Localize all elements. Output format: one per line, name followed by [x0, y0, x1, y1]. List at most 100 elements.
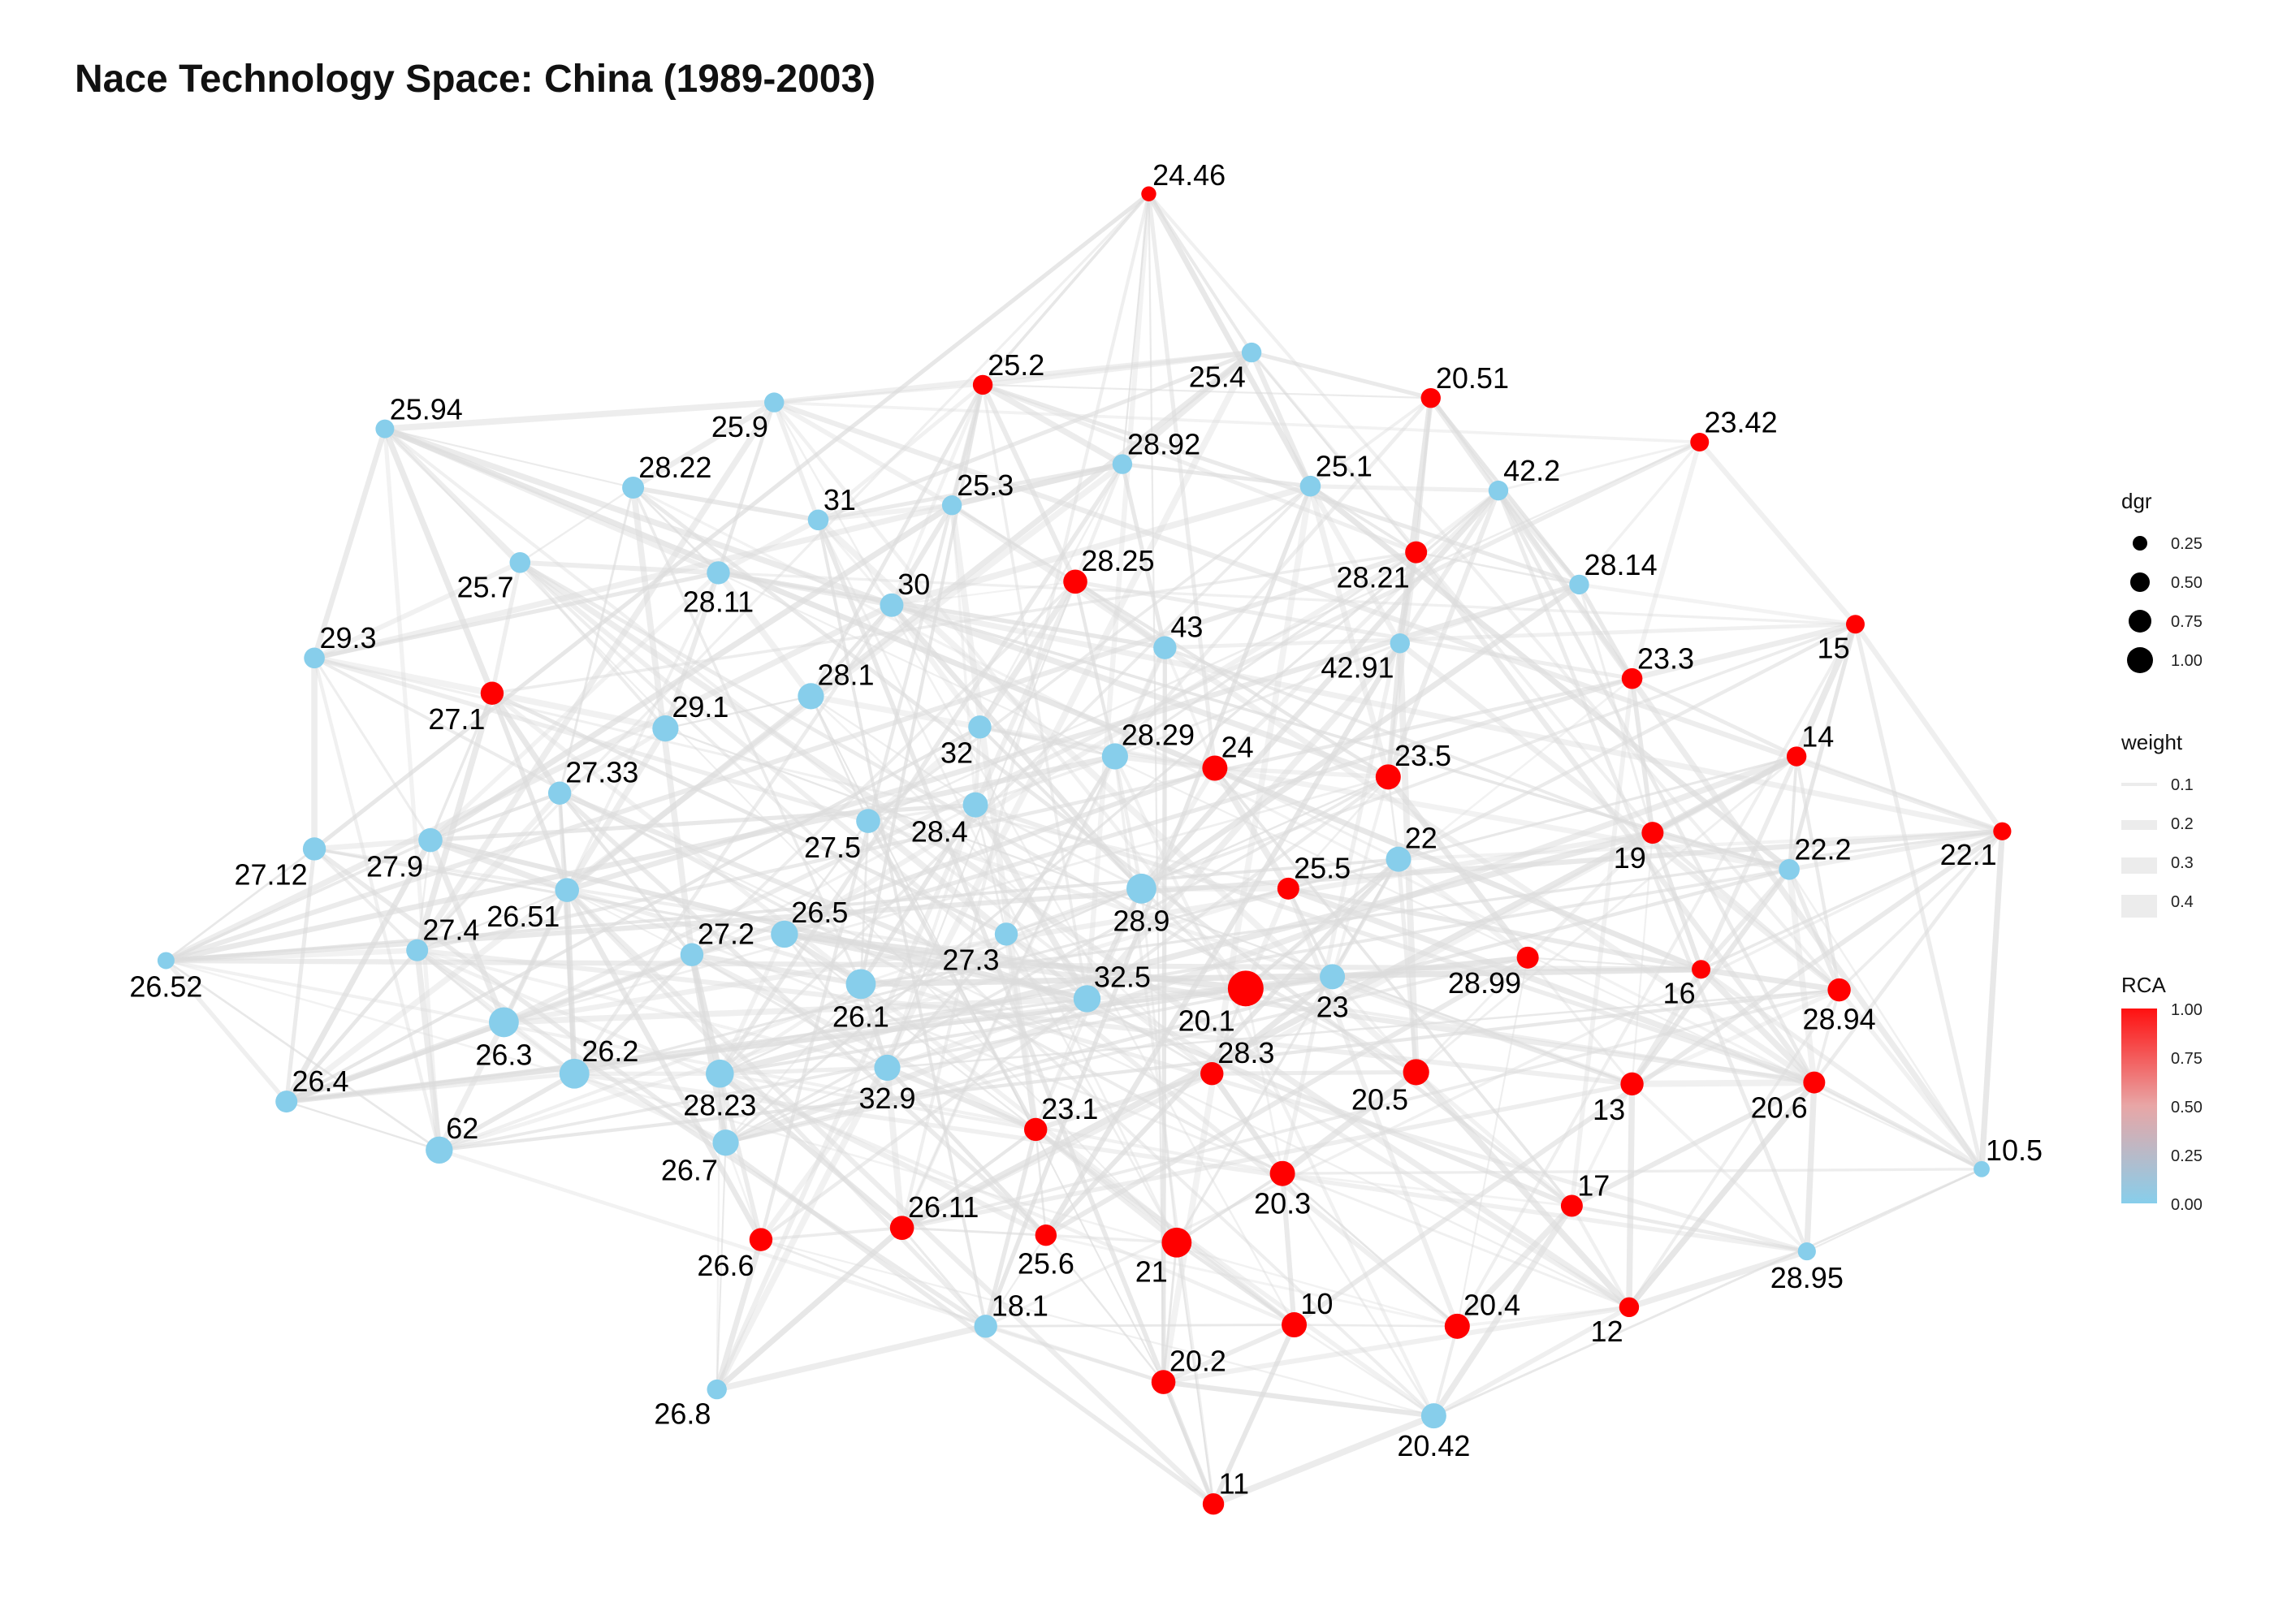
- network-edge: [759, 1065, 890, 1242]
- label-layer: 24.46 25.2 25.4 20.51 23.42 25.94 25.9 28.92 28.…: [129, 158, 2043, 1500]
- network-edge: [818, 503, 953, 523]
- node-27-5: [856, 809, 880, 833]
- network-edge: [972, 803, 1090, 1000]
- network-edge: [631, 400, 776, 490]
- edge-layer: [164, 192, 2005, 1507]
- network-edge: [1699, 755, 1799, 970]
- network-edge: [490, 692, 569, 892]
- network-edge: [901, 1128, 1037, 1229]
- network-edge: [890, 482, 1312, 609]
- network-edge: [1209, 1072, 1285, 1176]
- node-label-26-51: 26.51: [486, 900, 560, 933]
- network-edge: [1455, 623, 1857, 1328]
- node-label-32-5: 32.5: [1094, 961, 1151, 994]
- network-edge: [1787, 624, 1857, 870]
- network-edge: [1631, 621, 1857, 681]
- network-edge: [718, 571, 1856, 626]
- node-10: [1282, 1312, 1308, 1338]
- network-edge: [1786, 869, 1818, 1083]
- network-edge: [1293, 1324, 1435, 1417]
- node-21: [1161, 1227, 1192, 1258]
- node-26-4: [275, 1091, 298, 1113]
- legend-dgr-break-2: 0.50: [2171, 574, 2203, 592]
- network-edge: [430, 802, 976, 843]
- network-edge: [312, 657, 441, 1151]
- node-label-25-5: 25.5: [1294, 852, 1351, 885]
- node-20-4: [1444, 1313, 1470, 1339]
- network-edge: [774, 383, 984, 404]
- node-18-1: [974, 1315, 997, 1338]
- node-label-42-91: 42.91: [1321, 650, 1394, 684]
- node-23-5: [1375, 764, 1401, 790]
- node-label-28-9: 28.9: [1113, 905, 1169, 938]
- node-22-2: [1779, 859, 1800, 880]
- network-edge: [858, 384, 985, 985]
- network-edge: [1280, 1069, 1419, 1177]
- network-edge: [809, 383, 985, 698]
- network-edge: [760, 1226, 902, 1242]
- node-label-25-2: 25.2: [988, 348, 1044, 382]
- node-24: [1202, 755, 1228, 781]
- network-edge: [164, 602, 893, 964]
- node-32-5: [1073, 985, 1101, 1013]
- network-edge: [439, 988, 1840, 1152]
- network-edge: [886, 581, 1077, 1069]
- network-edge: [1281, 1173, 1435, 1417]
- node-label-24-46: 24.46: [1152, 158, 1226, 192]
- node-27-3: [994, 922, 1018, 946]
- network-edge: [783, 933, 888, 1069]
- network-edge: [860, 966, 1701, 987]
- node-31: [807, 509, 829, 531]
- legend-dgr-break-1: 0.25: [2171, 535, 2203, 553]
- node-label-21: 21: [1135, 1255, 1168, 1289]
- network-edge: [1697, 440, 1857, 626]
- network-edge: [867, 485, 1312, 823]
- network-edge: [313, 559, 521, 661]
- node-25-4: [1241, 342, 1262, 363]
- network-edge: [1788, 756, 1798, 870]
- network-edge: [691, 931, 785, 957]
- network-edge: [1496, 489, 1634, 680]
- network-edge: [760, 1238, 1434, 1417]
- network-edge: [884, 1067, 906, 1229]
- network-edge: [1175, 858, 1400, 1244]
- legend-weight-break-4: 0.4: [2171, 893, 2194, 911]
- network-edge: [313, 461, 1123, 661]
- network-edge: [1398, 551, 1419, 644]
- node-28-29: [1101, 743, 1128, 770]
- network-edge: [982, 382, 1417, 555]
- legend-dgr-break-3: 0.75: [2171, 613, 2203, 631]
- network-edge: [984, 830, 2004, 1328]
- network-edge: [1332, 955, 1528, 979]
- node-label-28-94: 28.94: [1803, 1002, 1876, 1035]
- network-edge: [901, 1227, 987, 1328]
- node-label-20-51: 20.51: [1436, 361, 1509, 395]
- network-edge: [975, 802, 1815, 1085]
- node-label-26-3: 26.3: [475, 1038, 532, 1071]
- network-edge: [1122, 462, 1311, 489]
- node-label-28-25: 28.25: [1081, 544, 1154, 577]
- network-edge: [718, 570, 1165, 650]
- node-label-20-3: 20.3: [1254, 1187, 1311, 1220]
- network-edge: [285, 725, 981, 1104]
- network-edge: [714, 351, 1255, 1391]
- network-edge: [165, 848, 315, 962]
- legend-rca: RCA 1.00 0.75 0.50 0.25 0.00: [2121, 973, 2203, 1214]
- node-label-27-5: 27.5: [804, 831, 861, 864]
- network-edge: [984, 1234, 1047, 1327]
- network-edge: [772, 401, 1247, 990]
- node-24-46: [1141, 186, 1156, 201]
- network-edge: [1413, 1069, 1632, 1310]
- network-edge: [564, 727, 668, 892]
- network-edge: [691, 953, 888, 1069]
- network-edge: [1034, 1127, 1435, 1418]
- network-edge: [165, 754, 1116, 964]
- network-edge: [724, 754, 1798, 1146]
- network-edge: [519, 486, 634, 564]
- network-edge: [891, 603, 1790, 871]
- network-edge: [1121, 193, 1150, 464]
- node-25-2: [972, 374, 993, 395]
- network-edge: [818, 462, 1123, 522]
- node-10-5: [1974, 1160, 1990, 1177]
- network-edge: [1034, 1127, 1296, 1327]
